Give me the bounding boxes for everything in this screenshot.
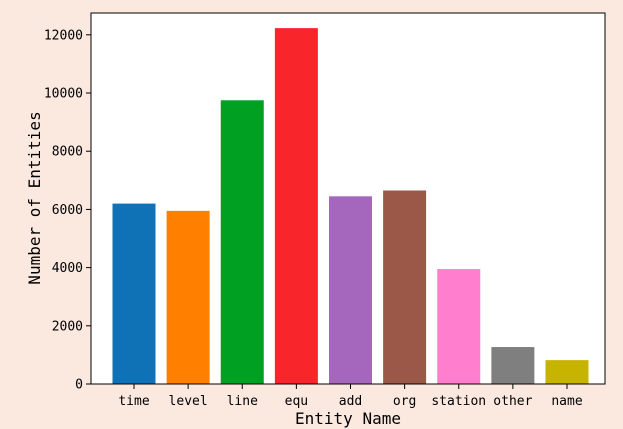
x-tick-label-other: other: [493, 394, 532, 409]
x-tick-label-level: level: [169, 394, 208, 409]
y-tick-label: 8000: [52, 145, 83, 160]
x-tick-label-equ: equ: [285, 394, 308, 409]
x-tick-label-line: line: [227, 394, 258, 409]
y-tick-label: 12000: [44, 28, 83, 43]
x-tick-label-name: name: [551, 394, 582, 409]
bar-other: [491, 347, 535, 384]
bar-add: [329, 196, 372, 384]
x-axis-title: Entity Name: [295, 409, 401, 428]
y-axis-ticks: 0 2000 4000 6000 8000 10000 12000: [44, 28, 91, 393]
y-tick-label: 4000: [52, 261, 83, 276]
bar-level: [166, 210, 210, 384]
y-tick-label: 10000: [44, 87, 83, 102]
bar-org: [383, 190, 427, 384]
bar-equ: [274, 28, 318, 384]
x-tick-label-time: time: [118, 394, 149, 409]
bar-station: [437, 269, 481, 384]
bar-line: [220, 100, 264, 384]
bars-group: [112, 28, 589, 384]
bar-name: [545, 360, 589, 384]
y-tick-label: 6000: [52, 203, 83, 218]
x-axis-ticks: time level line equ add org station other name: [118, 384, 583, 409]
x-tick-label-add: add: [339, 394, 362, 409]
y-tick-label: 0: [75, 378, 83, 393]
y-axis-title: Number of Entities: [25, 111, 44, 284]
y-tick-label: 2000: [52, 319, 83, 334]
bar-time: [112, 203, 156, 384]
plot-frame: [90, 12, 606, 385]
x-tick-label-org: org: [393, 394, 416, 409]
x-tick-label-station: station: [431, 394, 486, 409]
